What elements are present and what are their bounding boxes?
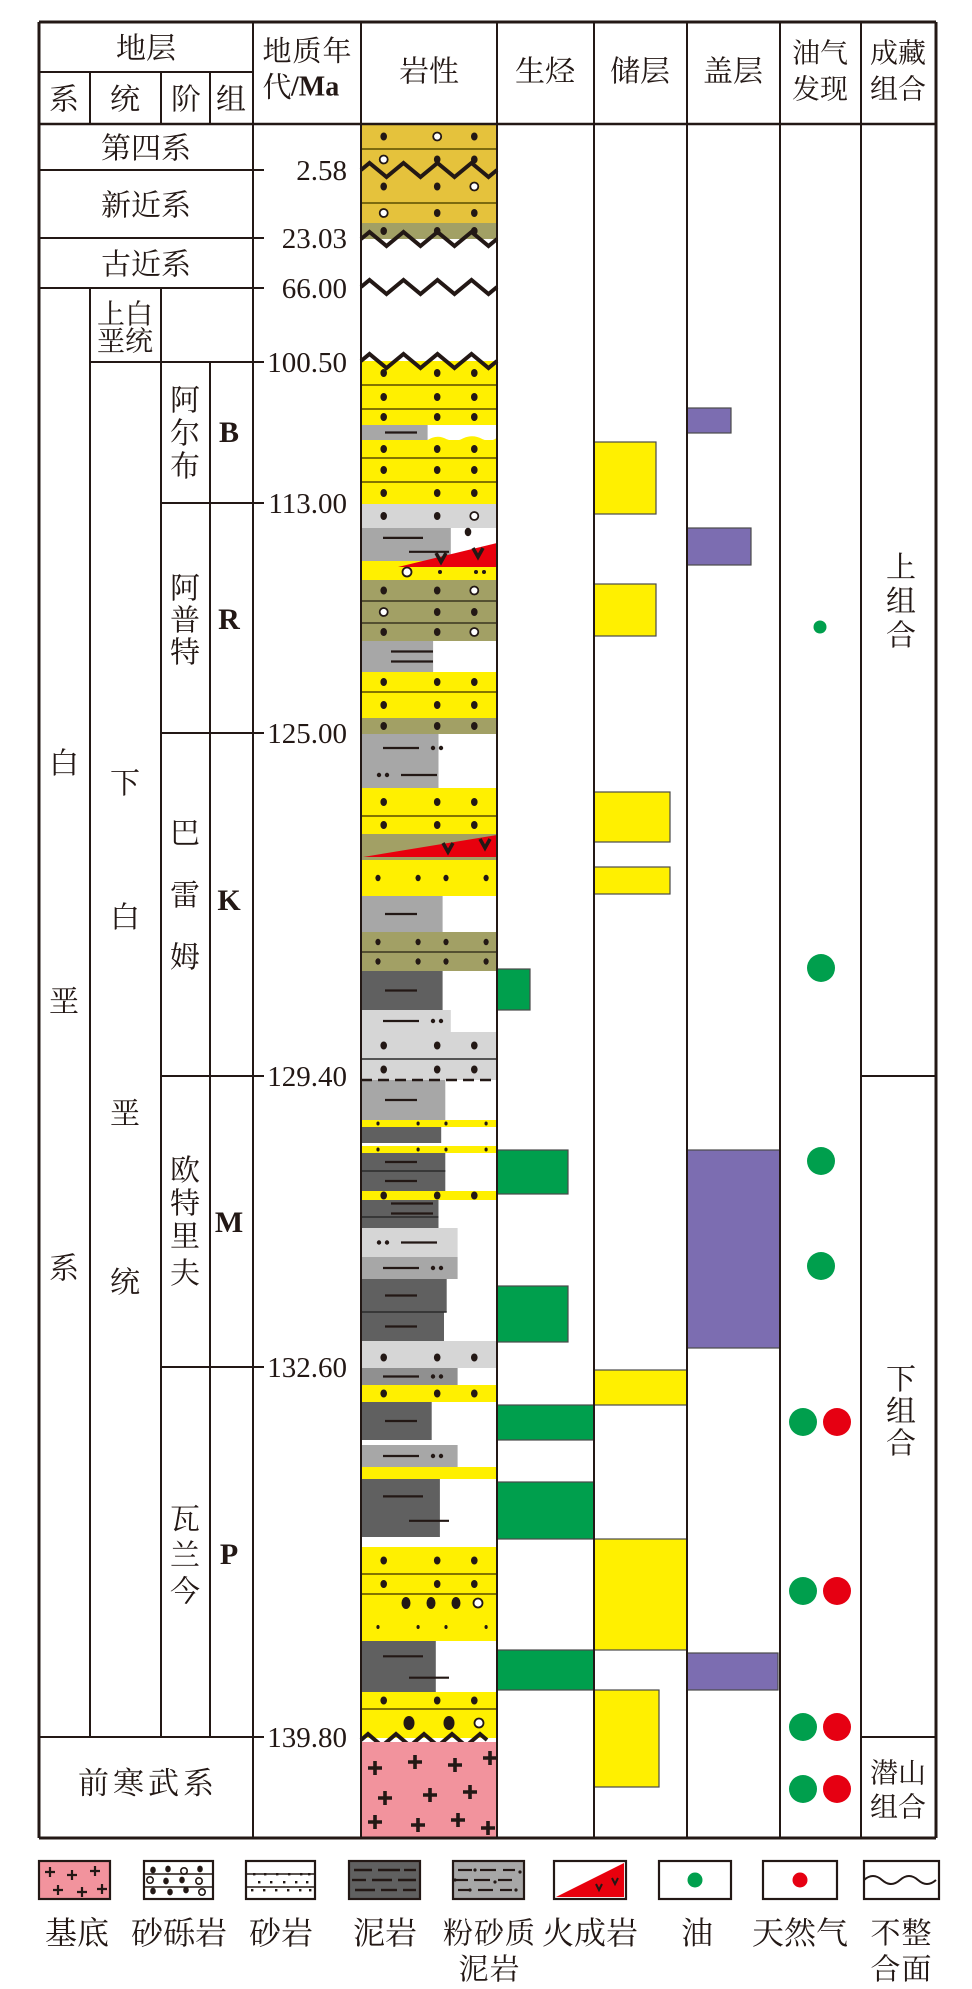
svg-text:66.00: 66.00 [282,273,347,305]
svg-text:B: B [219,416,239,449]
svg-text:113.00: 113.00 [268,488,347,520]
svg-text:100.50: 100.50 [267,347,347,379]
svg-text:125.00: 125.00 [267,718,347,750]
svg-text:2.58: 2.58 [296,155,347,187]
svg-text:23.03: 23.03 [282,223,347,255]
svg-text:/Ma: /Ma [290,72,339,103]
svg-text:M: M [215,1206,243,1239]
svg-text:129.40: 129.40 [267,1061,347,1093]
svg-text:139.80: 139.80 [267,1722,347,1754]
svg-text:K: K [217,884,241,917]
svg-text:R: R [218,603,240,636]
svg-text:P: P [220,1538,238,1571]
svg-text:132.60: 132.60 [267,1352,347,1384]
